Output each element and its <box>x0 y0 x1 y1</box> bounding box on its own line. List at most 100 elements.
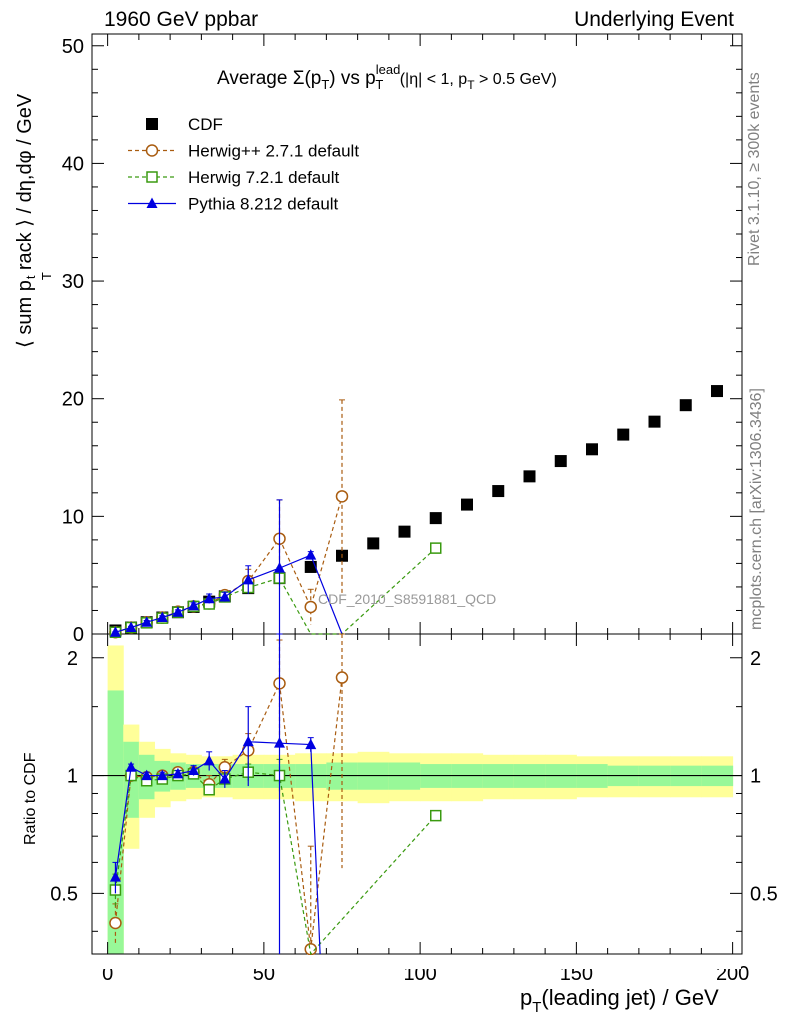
ratio-y-tick-label: 1 <box>67 766 78 788</box>
data-point-triangle <box>156 769 168 781</box>
header-left: 1960 GeV ppbar <box>104 8 259 31</box>
data-point-triangle <box>125 621 137 633</box>
legend-item: CDF <box>146 115 223 134</box>
data-point-circle <box>335 671 349 684</box>
series-triangle-solid <box>109 499 343 637</box>
ratio-panel-frame: 0.5 0.51 12 20 50 100 150 200 <box>50 633 778 985</box>
chart-title-part: ) vs p <box>329 68 375 89</box>
data-point-triangle <box>109 626 121 637</box>
data-point-square <box>711 385 723 398</box>
chart-title-part: > 0.5 GeV) <box>475 71 557 88</box>
y-tick-label: 40 <box>62 153 84 175</box>
data-point-square <box>461 498 473 511</box>
data-point-square <box>617 428 630 441</box>
x-axis-label: pT(leading jet) / GeV <box>520 985 719 1016</box>
y-tick-label: 50 <box>62 36 84 58</box>
data-point-open-square <box>430 542 442 554</box>
data-point-square <box>648 415 661 428</box>
data-point-circle <box>335 490 349 503</box>
data-point-triangle <box>141 769 153 781</box>
data-point-open-square <box>203 783 215 796</box>
ratio-y-axis-label: Ratio to CDF <box>22 752 39 845</box>
data-point-triangle <box>188 599 200 611</box>
data-point-square <box>492 485 505 498</box>
data-point-triangle <box>109 871 121 882</box>
legend-label: Pythia 8.212 default <box>188 195 339 214</box>
mcplots-label: mcplots.cern.ch [arXiv:1306.3436] <box>748 388 765 630</box>
data-point-square <box>586 443 598 456</box>
data-point-triangle <box>141 616 153 627</box>
chart-title-part: (|η| < 1, p <box>395 71 467 88</box>
y-tick-label: 30 <box>62 271 84 293</box>
ratio-series-group <box>93 633 741 969</box>
data-point-triangle <box>172 606 184 617</box>
ratio-series-line <box>114 741 321 955</box>
data-point-triangle <box>203 592 215 604</box>
y-axis-label-sup: t <box>23 275 38 280</box>
legend-item: Herwig++ 2.7.1 default <box>128 142 359 161</box>
data-point-square <box>367 537 380 550</box>
y-axis-label-part: rack ⟩ / dη,dφ / GeV <box>14 93 36 271</box>
ratio-y-tick-label-right: 0.5 <box>750 883 778 905</box>
data-point-square <box>554 455 567 468</box>
data-point-square <box>523 470 536 483</box>
y-tick-label: 0 <box>73 624 84 646</box>
data-point-triangle <box>188 764 200 776</box>
watermark: CDF_2010_S8591881_QCD <box>318 591 496 607</box>
data-point-triangle <box>242 573 254 585</box>
chart-title-sub: T <box>321 77 329 92</box>
data-point-triangle <box>146 197 158 208</box>
y-axis-label-sub: T <box>39 272 54 281</box>
legend-label: Herwig 7.2.1 default <box>188 168 339 187</box>
data-point-triangle <box>242 735 254 747</box>
data-point-circle <box>145 144 159 157</box>
chart-title-sub: T <box>375 77 383 92</box>
chart-title-part: Average Σ(p <box>217 68 321 89</box>
data-point-open-square <box>146 171 158 183</box>
data-point-triangle <box>125 761 137 772</box>
chart-title: Average Σ(pT) vs plead T (|η| < 1, pT > 0… <box>217 62 557 92</box>
main-series-group <box>109 385 723 639</box>
y-axis-label-part: ⟨ sum p <box>14 280 36 348</box>
data-point-square <box>398 525 411 538</box>
ratio-uncertainty-bands <box>107 645 734 954</box>
ratio-y-tick-label-right: 2 <box>750 648 761 670</box>
data-point-open-square <box>430 809 442 822</box>
rivet-version-label: Rivet 3.1.10, ≥ 300k events <box>746 72 763 266</box>
y-tick-label: 10 <box>62 506 84 528</box>
ratio-frame-border <box>91 633 743 955</box>
data-point-square <box>679 399 692 412</box>
data-point-triangle <box>219 590 231 602</box>
data-point-triangle <box>305 549 317 560</box>
legend: CDF Herwig++ 2.7.1 default Herwig 7.2.1 de… <box>128 115 359 214</box>
chart-title-sub: T <box>467 78 475 92</box>
data-point-triangle <box>274 737 285 748</box>
data-point-circle <box>304 600 317 614</box>
data-point-triangle <box>203 754 215 766</box>
ratio-y-tick-label: 0.5 <box>50 883 78 905</box>
y-tick-label: 20 <box>62 389 84 411</box>
data-point-square <box>429 512 442 525</box>
legend-label: CDF <box>188 115 223 134</box>
data-point-triangle <box>172 767 184 779</box>
data-point-triangle <box>156 611 168 623</box>
legend-label: Herwig++ 2.7.1 default <box>188 142 359 161</box>
header-right: Underlying Event <box>574 8 734 31</box>
data-point-circle <box>109 916 122 930</box>
legend-item: Pythia 8.212 default <box>128 195 339 214</box>
legend-item: Herwig 7.2.1 default <box>128 168 339 187</box>
data-point-square <box>146 118 158 130</box>
ratio-y-tick-label-right: 1 <box>750 766 761 788</box>
data-point-triangle <box>219 772 231 784</box>
x-tick-label: 0 <box>102 963 113 985</box>
ratio-clip-mask <box>93 955 741 969</box>
chart-title-sup: lead <box>376 62 401 77</box>
ratio-y-tick-label: 2 <box>67 648 78 670</box>
data-point-triangle <box>305 738 317 750</box>
data-point-triangle <box>274 562 285 573</box>
main-panel-frame: 0 10 20 30 40 50 <box>62 33 743 646</box>
ratio-series-triangle-solid <box>109 633 321 955</box>
data-point-open-square <box>125 769 137 782</box>
